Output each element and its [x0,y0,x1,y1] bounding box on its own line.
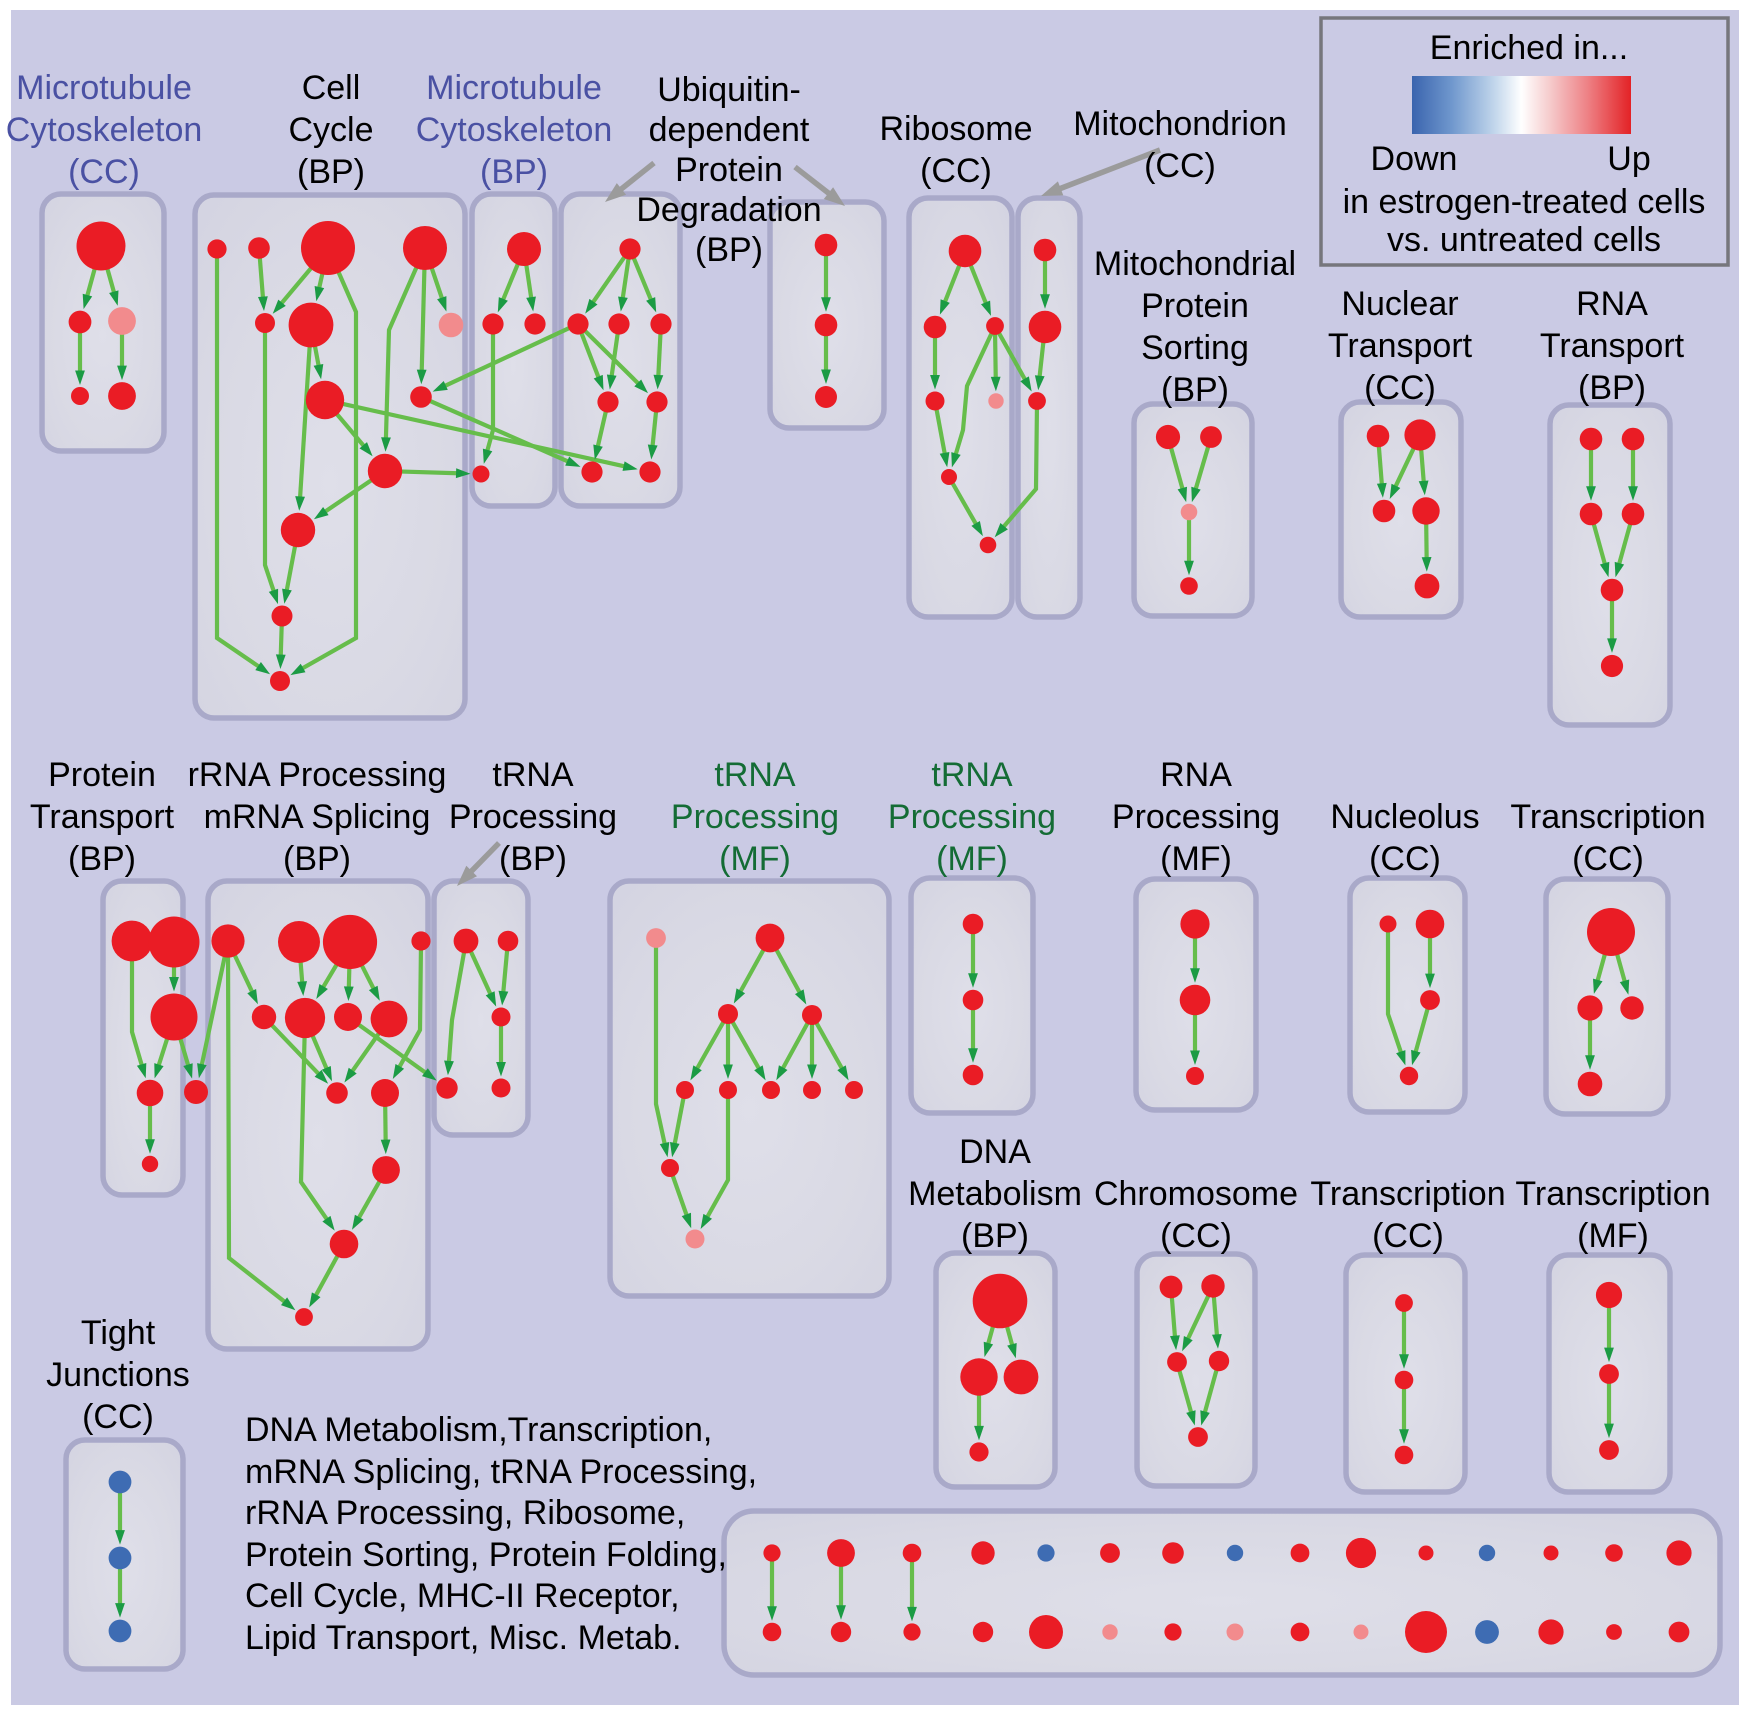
svg-text:Mitochondrial: Mitochondrial [1094,245,1296,283]
svg-text:RNA: RNA [1160,756,1232,794]
svg-text:(CC): (CC) [920,152,992,190]
svg-text:rRNA Processing: rRNA Processing [188,756,447,794]
svg-text:Metabolism: Metabolism [908,1175,1082,1213]
svg-text:Junctions: Junctions [46,1356,190,1394]
svg-text:Processing: Processing [888,798,1056,836]
svg-text:Tight: Tight [81,1314,156,1352]
svg-text:Processing: Processing [1112,798,1280,836]
svg-text:RNA: RNA [1576,285,1648,323]
svg-text:(BP): (BP) [283,840,351,878]
svg-text:in estrogen-treated cells: in estrogen-treated cells [1343,183,1706,221]
svg-text:(MF): (MF) [1577,1217,1649,1255]
svg-text:(BP): (BP) [961,1217,1029,1255]
svg-text:(CC): (CC) [68,153,140,191]
svg-text:Transcription: Transcription [1515,1175,1710,1213]
svg-text:Mitochondrion: Mitochondrion [1073,105,1287,143]
svg-text:mRNA Splicing, tRNA Processing: mRNA Splicing, tRNA Processing, [245,1453,757,1491]
svg-text:DNA Metabolism,Transcription,: DNA Metabolism,Transcription, [245,1411,712,1449]
svg-text:Transcription: Transcription [1510,798,1705,836]
svg-text:Microtubule: Microtubule [16,69,192,107]
svg-text:Sorting: Sorting [1141,329,1249,367]
svg-text:Protein: Protein [675,151,783,189]
svg-text:Degradation: Degradation [636,191,821,229]
svg-text:(CC): (CC) [1369,840,1441,878]
svg-text:DNA: DNA [959,1133,1031,1171]
svg-text:(BP): (BP) [68,840,136,878]
svg-text:Transcription: Transcription [1310,1175,1505,1213]
svg-text:Cytoskeleton: Cytoskeleton [6,111,203,149]
svg-text:tRNA: tRNA [492,756,574,794]
svg-text:(CC): (CC) [1372,1217,1444,1255]
svg-text:Transport: Transport [1328,327,1473,365]
svg-text:Cell Cycle, MHC-II Receptor,: Cell Cycle, MHC-II Receptor, [245,1577,680,1615]
svg-text:Nuclear: Nuclear [1341,285,1458,323]
svg-text:dependent: dependent [649,111,810,149]
svg-text:Chromosome: Chromosome [1094,1175,1298,1213]
svg-text:Ribosome: Ribosome [879,110,1032,148]
svg-text:Processing: Processing [671,798,839,836]
svg-text:(CC): (CC) [1364,369,1436,407]
svg-text:(BP): (BP) [297,153,365,191]
svg-text:Cycle: Cycle [288,111,373,149]
svg-text:Cytoskeleton: Cytoskeleton [416,111,613,149]
svg-text:vs. untreated cells: vs. untreated cells [1387,221,1661,259]
svg-text:rRNA Processing, Ribosome,: rRNA Processing, Ribosome, [245,1494,685,1532]
svg-text:Lipid Transport, Misc. Metab.: Lipid Transport, Misc. Metab. [245,1619,682,1657]
svg-text:Transport: Transport [1540,327,1685,365]
svg-text:(CC): (CC) [1144,147,1216,185]
svg-text:(MF): (MF) [936,840,1008,878]
svg-text:(BP): (BP) [1161,371,1229,409]
svg-text:(BP): (BP) [1578,369,1646,407]
svg-text:tRNA: tRNA [931,756,1013,794]
svg-text:Protein Sorting, Protein Foldi: Protein Sorting, Protein Folding, [245,1536,727,1574]
svg-text:tRNA: tRNA [714,756,796,794]
svg-text:Enriched in...: Enriched in... [1430,29,1628,67]
svg-text:Processing: Processing [449,798,617,836]
svg-text:(CC): (CC) [82,1398,154,1436]
svg-text:Cell: Cell [302,69,361,107]
svg-text:(BP): (BP) [480,153,548,191]
svg-text:Transport: Transport [30,798,175,836]
svg-text:Protein: Protein [1141,287,1249,325]
svg-text:Up: Up [1607,140,1650,178]
svg-text:mRNA Splicing: mRNA Splicing [204,798,431,836]
svg-text:(MF): (MF) [1160,840,1232,878]
svg-text:Nucleolus: Nucleolus [1330,798,1479,836]
svg-text:Microtubule: Microtubule [426,69,602,107]
svg-text:Protein: Protein [48,756,156,794]
svg-text:(MF): (MF) [719,840,791,878]
svg-text:(BP): (BP) [695,231,763,269]
svg-text:Down: Down [1371,140,1458,178]
svg-text:(CC): (CC) [1160,1217,1232,1255]
svg-text:(CC): (CC) [1572,840,1644,878]
svg-text:(BP): (BP) [499,840,567,878]
svg-text:Ubiquitin-: Ubiquitin- [657,71,801,109]
